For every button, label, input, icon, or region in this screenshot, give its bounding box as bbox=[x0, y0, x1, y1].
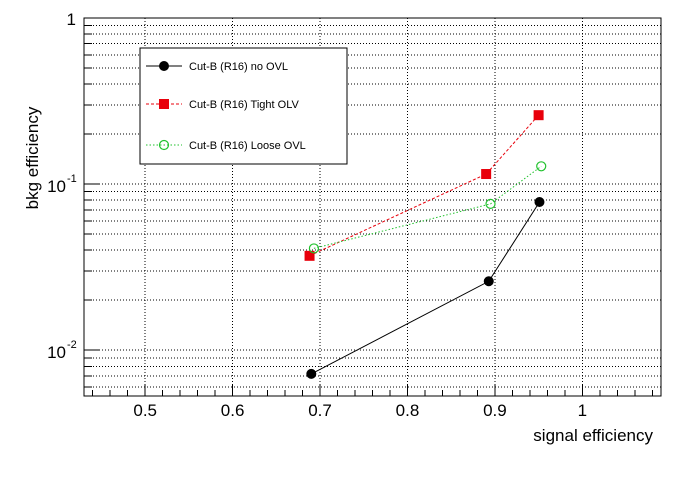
series-2-point bbox=[533, 110, 544, 121]
axis-layer: 0.5 0.6 0.7 0.8 0.9 110 -210 -11 bbox=[47, 10, 662, 420]
legend: Cut-B (R16) no OVL Cut-B (R16) Tight OLV C… bbox=[139, 47, 348, 165]
series-3-point bbox=[485, 198, 496, 209]
legend-label-1: Cut-B (R16) no OVL bbox=[189, 61, 288, 73]
y-tick-label-base: 10 bbox=[47, 343, 66, 362]
legend-marker-3 bbox=[158, 139, 170, 151]
legend-label-3: Cut-B (R16) Loose OVL bbox=[189, 140, 306, 152]
legend-label-2: Cut-B (R16) Tight OLV bbox=[189, 99, 299, 111]
series-2-point bbox=[481, 169, 492, 180]
series-1-point bbox=[534, 197, 545, 208]
y-tick-label-exponent: -2 bbox=[67, 339, 77, 351]
x-tick-label: 1 bbox=[578, 401, 587, 420]
x-tick-label: 0.5 bbox=[133, 401, 157, 420]
x-tick-label: 0.8 bbox=[396, 401, 420, 420]
series-1-point bbox=[306, 368, 317, 379]
series-layer bbox=[304, 110, 547, 379]
series-1-point bbox=[483, 276, 494, 287]
x-tick-label: 0.6 bbox=[221, 401, 245, 420]
legend-marker-1 bbox=[159, 61, 169, 71]
series-2-point bbox=[304, 250, 315, 261]
x-tick-label: 0.9 bbox=[483, 401, 507, 420]
y-tick-label-base: 10 bbox=[47, 177, 66, 196]
series-line-2 bbox=[309, 114, 539, 257]
series-3-point bbox=[536, 161, 547, 172]
y-tick-label: 1 bbox=[67, 10, 76, 29]
series-3-point bbox=[308, 243, 320, 254]
x-axis-title: signal efficiency bbox=[533, 426, 653, 445]
series-line-3 bbox=[313, 165, 542, 249]
y-axis-title: bkg efficiency bbox=[23, 106, 42, 209]
x-tick-label: 0.7 bbox=[308, 401, 332, 420]
y-tick-label-exponent: -1 bbox=[67, 173, 77, 185]
legend-marker-2 bbox=[159, 99, 169, 109]
